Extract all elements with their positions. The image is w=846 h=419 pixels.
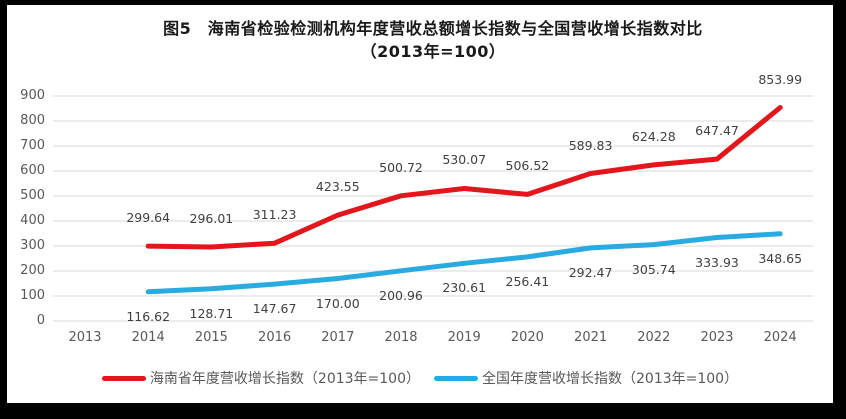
hainan-series-data-label: 853.99 — [758, 71, 803, 87]
hainan-series-data-label: 296.01 — [189, 210, 234, 226]
national-series-data-label: 333.93 — [695, 254, 739, 270]
y-axis-tick-label: 600 — [20, 163, 45, 178]
national-line-swatch-icon — [434, 375, 478, 381]
hainan-series-line — [145, 105, 783, 250]
x-axis-tick-label: 2022 — [637, 330, 671, 345]
hainan-series-data-label: 299.64 — [126, 210, 171, 226]
hainan-series-data-label: 500.72 — [379, 159, 423, 175]
hainan-series-data-label: 589.83 — [568, 137, 613, 153]
y-axis-tick-label: 900 — [20, 88, 45, 103]
hainan-series-data-label: 647.47 — [695, 123, 739, 139]
national-series-data-label: 305.74 — [631, 261, 676, 277]
legend-label-hainan: 海南省年度营收增长指数（2013年=100） — [149, 371, 420, 387]
legend: 海南省年度营收增长指数（2013年=100） 全国年度营收增长指数（2013年=… — [7, 368, 833, 388]
x-axis-tick-label: 2021 — [574, 330, 608, 345]
y-axis-tick-label: 500 — [20, 188, 45, 203]
y-axis-tick-label: 300 — [20, 238, 45, 253]
chart-canvas: 0 100 200 300 400 500 600 700 800 900 2013 2014 2015… — [7, 5, 833, 403]
legend-item-national: 全国年度营收增长指数（2013年=100） — [434, 368, 738, 388]
x-axis-tick-label: 2023 — [700, 330, 734, 345]
legend-label-national: 全国年度营收增长指数（2013年=100） — [482, 371, 739, 387]
x-axis-tick-label: 2014 — [131, 330, 165, 345]
hainan-series-data-label: 624.28 — [631, 128, 676, 144]
y-axis-tick-label: 100 — [20, 288, 45, 303]
y-axis-tick-label: 800 — [20, 113, 45, 128]
hainan-series-data-label: 423.55 — [315, 179, 360, 195]
x-axis-tick-label: 2013 — [68, 330, 102, 345]
x-axis-tick-label: 2024 — [763, 330, 797, 345]
national-series-line — [145, 231, 783, 295]
plot-area: 0 100 200 300 400 500 600 700 800 900 2013 2014 2015… — [7, 5, 833, 403]
national-series-data-label: 348.65 — [758, 250, 803, 266]
chart-subtitle: （2013年=100） — [360, 42, 506, 61]
national-series-data-label: 200.96 — [379, 287, 423, 303]
hainan-series-data-label: 506.52 — [505, 158, 550, 174]
national-series-data-label: 147.67 — [252, 301, 297, 317]
national-series-data-label: 170.00 — [315, 295, 360, 311]
national-series-data-label: 128.71 — [189, 305, 234, 321]
hainan-series-data-label: 530.07 — [442, 152, 487, 168]
national-series-data-label: 116.62 — [126, 308, 171, 324]
x-axis-tick-label: 2015 — [194, 330, 228, 345]
y-axis-tick-label: 700 — [20, 138, 45, 153]
hainan-series-data-label: 311.23 — [252, 207, 297, 223]
x-axis-tick-label: 2019 — [447, 330, 481, 345]
x-axis-tick-label: 2017 — [321, 330, 355, 345]
x-axis-tick-label: 2016 — [258, 330, 292, 345]
y-axis-tick-label: 0 — [36, 313, 45, 328]
chart-svg — [53, 95, 813, 322]
legend-item-hainan: 海南省年度营收增长指数（2013年=100） — [101, 368, 420, 388]
hainan-line-swatch-icon — [101, 375, 146, 381]
y-axis-tick-label: 400 — [20, 213, 45, 228]
x-axis-tick-label: 2020 — [510, 330, 544, 345]
national-series-data-label: 230.61 — [442, 280, 487, 296]
x-axis-tick-label: 2018 — [384, 330, 418, 345]
national-series-data-label: 256.41 — [505, 273, 550, 289]
chart-title: 图5 海南省检验检测机构年度营收总额增长指数与全国营收增长指数对比 — [163, 19, 703, 38]
national-series-data-label: 292.47 — [568, 264, 613, 280]
chart-title-block: 图5 海南省检验检测机构年度营收总额增长指数与全国营收增长指数对比 （2013年… — [7, 17, 833, 63]
y-axis-tick-label: 200 — [20, 263, 45, 278]
